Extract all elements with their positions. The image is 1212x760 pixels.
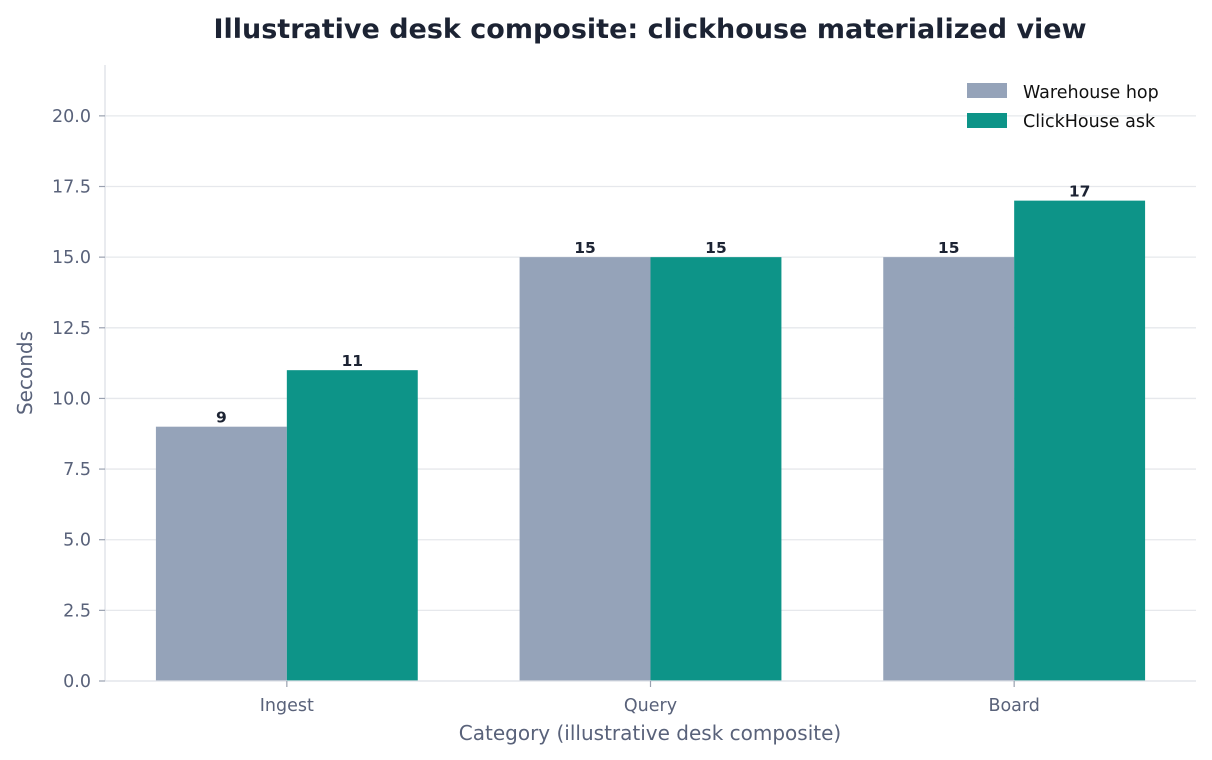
bar-clickhouse-ask-ingest	[286, 370, 418, 681]
y-tick-label: 2.5	[63, 601, 91, 621]
bar-value-label: 11	[342, 352, 364, 370]
legend-swatch-warehouse-hop	[967, 83, 1007, 98]
bar-warehouse-hop-query	[519, 257, 651, 681]
bars	[155, 200, 1146, 681]
bar-value-label: 15	[574, 239, 596, 257]
y-tick-label: 15.0	[52, 248, 91, 268]
y-tick-label: 10.0	[52, 389, 91, 409]
bar-warehouse-hop-board	[883, 257, 1015, 681]
x-axis-label: Category (illustrative desk composite)	[459, 721, 841, 745]
y-tick-label: 20.0	[52, 107, 91, 127]
bar-clickhouse-ask-query	[650, 257, 782, 681]
y-tick-label: 0.0	[63, 672, 91, 692]
x-tick-label-ingest: Ingest	[260, 696, 314, 716]
legend-label-clickhouse-ask: ClickHouse ask	[1023, 112, 1156, 132]
x-ticks: Ingest Query Board	[260, 681, 1040, 716]
y-tick-label: 5.0	[63, 531, 91, 551]
x-tick-label-query: Query	[624, 696, 677, 716]
bar-value-labels: 9 11 15 15 15 17	[216, 183, 1090, 427]
y-axis-label: Seconds	[13, 331, 37, 415]
bar-value-label: 9	[216, 409, 227, 427]
bar-value-label: 15	[938, 239, 960, 257]
legend-label-warehouse-hop: Warehouse hop	[1023, 83, 1159, 103]
y-tick-label: 17.5	[52, 178, 91, 198]
y-ticks: 0.0 2.5 5.0 7.5 10.0 12.5 15.0 17.5 20.0	[52, 107, 105, 692]
x-tick-label-board: Board	[988, 696, 1039, 716]
bar-value-label: 15	[705, 239, 727, 257]
legend: Warehouse hop ClickHouse ask	[967, 83, 1159, 132]
legend-swatch-clickhouse-ask	[967, 113, 1007, 128]
chart-title: Illustrative desk composite: clickhouse …	[213, 14, 1086, 45]
bar-warehouse-hop-ingest	[155, 426, 287, 681]
y-tick-label: 7.5	[63, 460, 91, 480]
bar-value-label: 17	[1069, 183, 1091, 201]
bar-clickhouse-ask-board	[1014, 200, 1146, 681]
y-tick-label: 12.5	[52, 319, 91, 339]
